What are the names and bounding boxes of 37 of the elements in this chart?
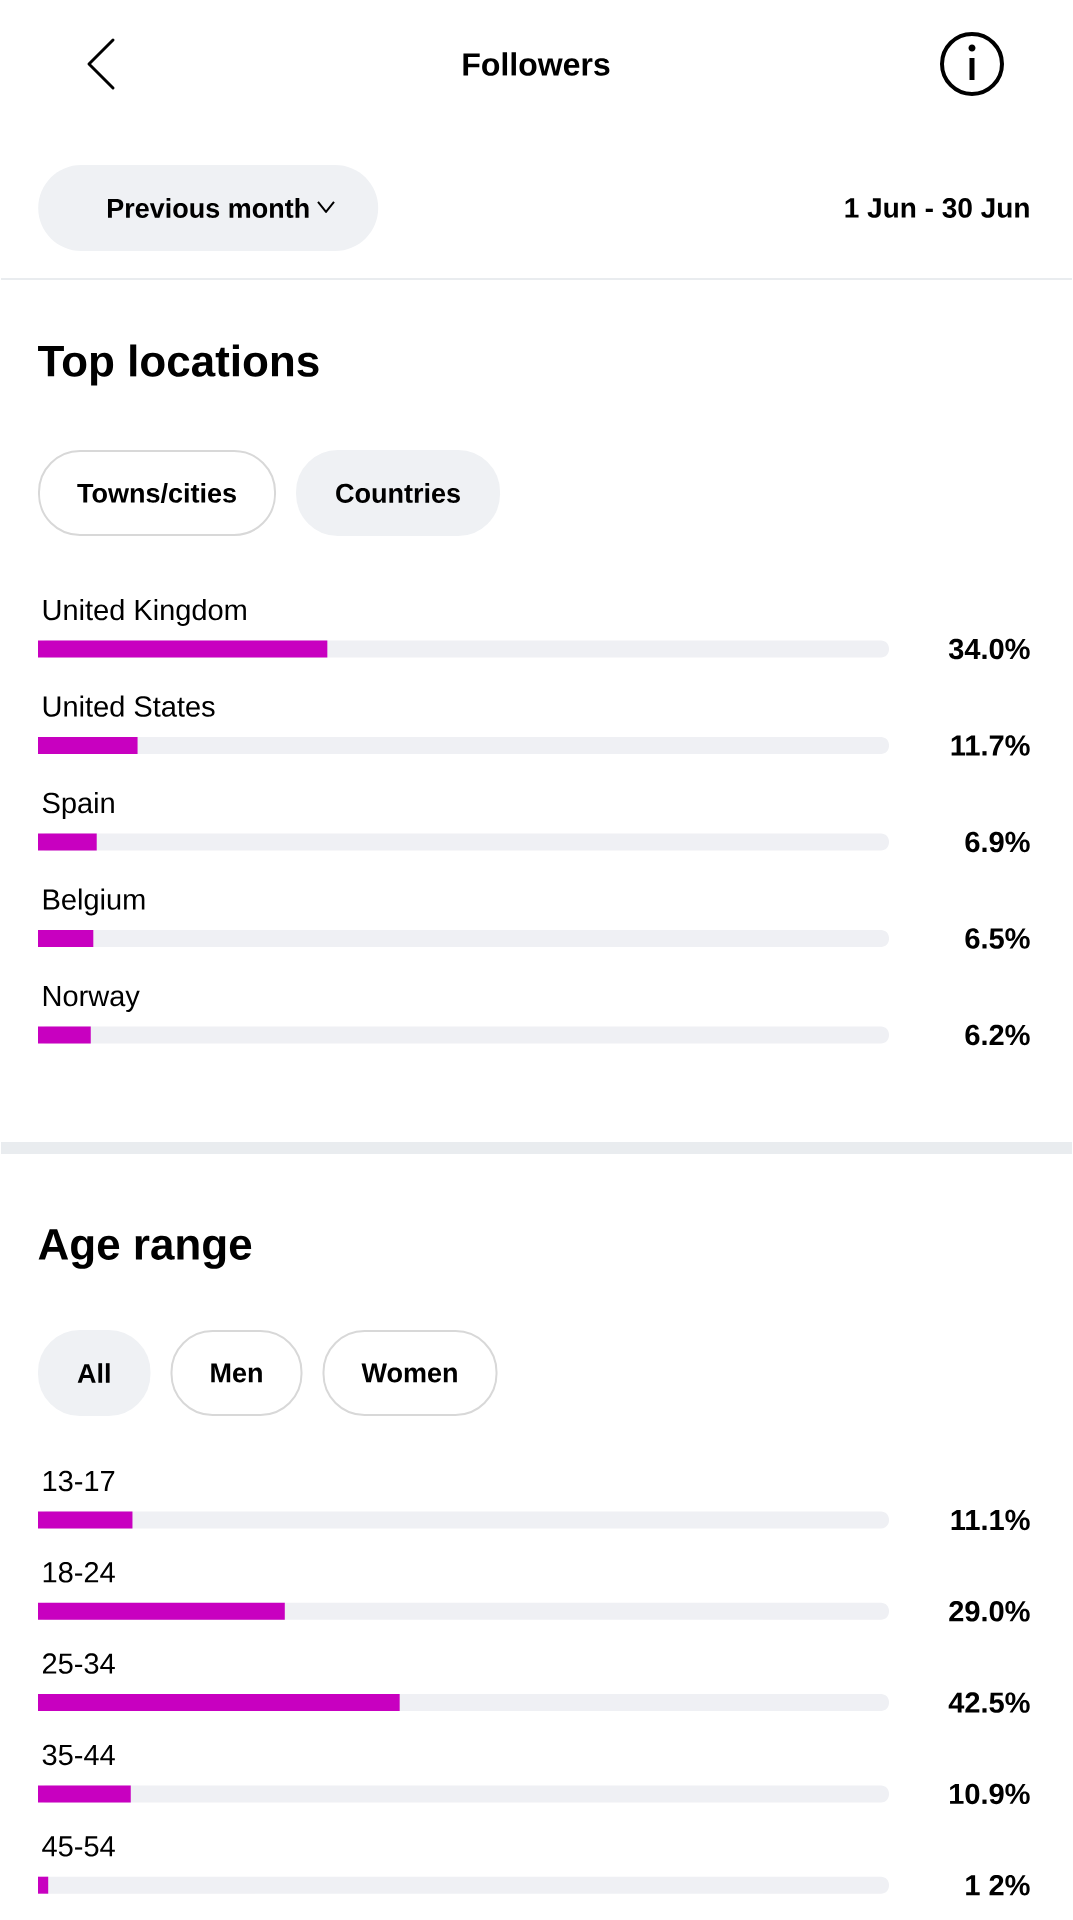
data-label: 29.0%: [949, 1601, 1030, 1622]
bar: [38, 1785, 131, 1803]
y-tick-label: Belgium: [43, 888, 145, 916]
y-tick-label: 35-44: [42, 1744, 115, 1766]
bar: [38, 929, 94, 947]
data-label: 6.9%: [965, 831, 1030, 853]
bar: [38, 736, 138, 754]
bar: [38, 1026, 91, 1044]
y-tick-label: Spain: [42, 791, 114, 820]
text: Women: [361, 1363, 457, 1383]
data-label: 10.9%: [950, 1783, 1030, 1805]
y-tick-label: United States: [43, 695, 215, 717]
y-tick-label: Norway: [43, 986, 140, 1013]
bar: [38, 833, 97, 851]
y-tick-label: United Kingdom: [43, 598, 246, 627]
text: 1 Jun - 30 Jun: [845, 198, 1029, 218]
text: Followers: [463, 52, 610, 76]
data-label: 11.7%: [951, 735, 1030, 756]
y-tick-label: 18-24: [43, 1562, 115, 1583]
text: Previous month: [107, 198, 309, 218]
data-label: 42.5%: [948, 1692, 1030, 1713]
data-label: 11.1%: [951, 1509, 1030, 1531]
text: Men: [211, 1363, 262, 1383]
bar: [38, 1876, 49, 1894]
data-label: 6.5%: [965, 928, 1030, 949]
text: Towns/cities: [77, 482, 236, 504]
chart-title: Age range: [38, 1229, 252, 1269]
y-tick-label: 25-34: [42, 1653, 115, 1674]
data-label: 34.0%: [948, 638, 1030, 660]
data-label: 1 2%: [966, 1874, 1030, 1896]
bar: [38, 1511, 133, 1529]
text: All: [77, 1363, 110, 1383]
y-tick-label: 45-54: [42, 1836, 115, 1857]
chart-title: Top locations: [38, 344, 319, 386]
y-tick-label: 13-17: [43, 1470, 115, 1492]
data-label: 6.2%: [965, 1024, 1030, 1046]
text: Countries: [336, 483, 460, 503]
